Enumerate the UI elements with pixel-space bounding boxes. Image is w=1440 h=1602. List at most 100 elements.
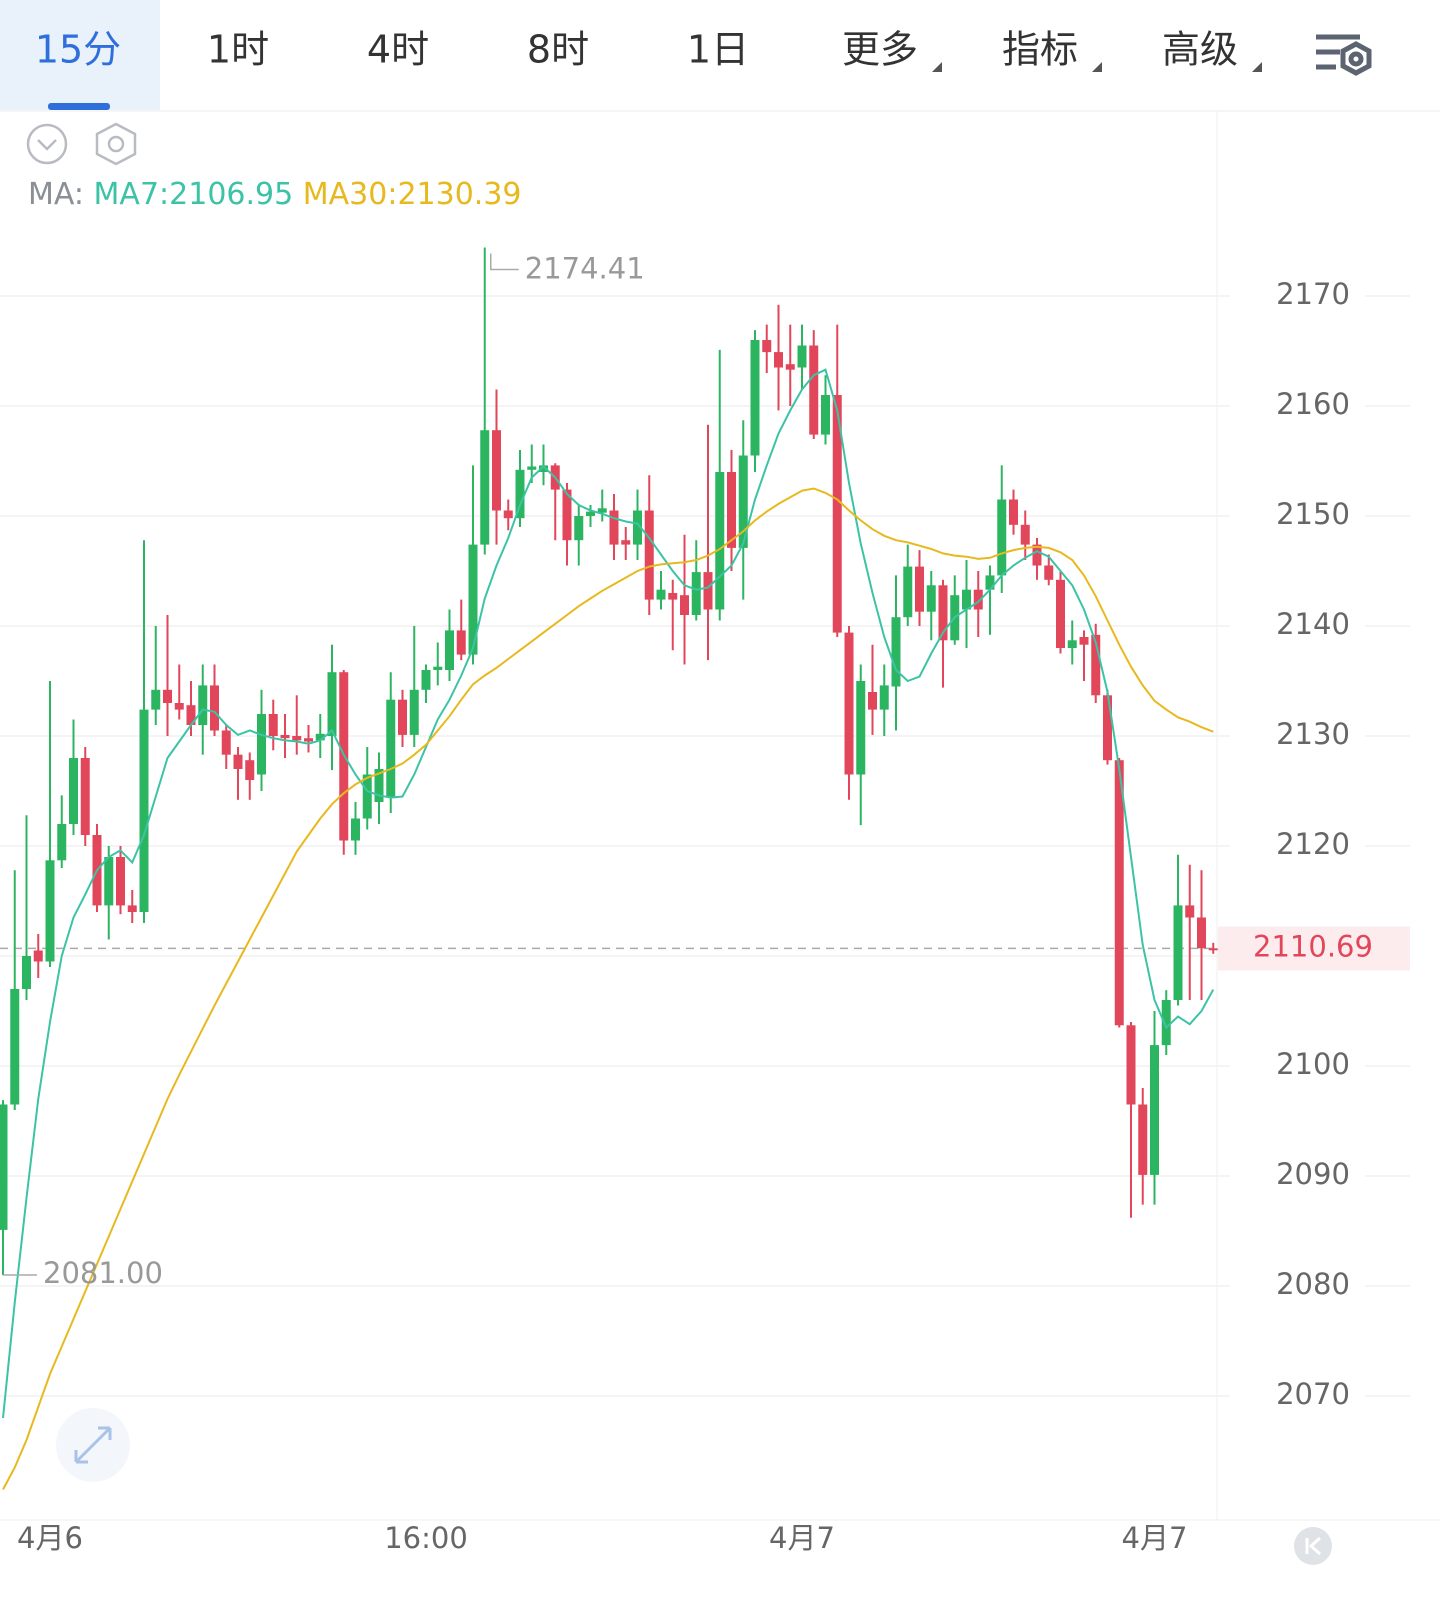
candle-body xyxy=(1079,637,1089,645)
candle-body xyxy=(374,769,384,802)
candle-body xyxy=(233,754,243,769)
candle-body xyxy=(832,395,842,633)
candle-body xyxy=(80,758,90,835)
candle-body xyxy=(1009,499,1018,525)
candle-body xyxy=(257,714,266,775)
tab[interactable]: 1日 xyxy=(687,28,749,72)
tab[interactable]: 15分 xyxy=(35,28,121,72)
candle-body xyxy=(750,340,760,456)
candle-body xyxy=(186,705,196,725)
tab[interactable]: 1时 xyxy=(207,28,269,72)
candle-body xyxy=(586,511,595,516)
y-tick-label: 2170 xyxy=(1276,277,1350,311)
candle-body xyxy=(1114,760,1124,1026)
candle-body xyxy=(139,709,149,912)
candle-body xyxy=(515,469,525,519)
candle-body xyxy=(1032,544,1042,566)
candle-body xyxy=(727,472,736,548)
candle-body xyxy=(163,689,172,703)
candle-body xyxy=(327,672,337,736)
y-tick-label: 2120 xyxy=(1276,827,1350,861)
candle-body xyxy=(433,666,443,670)
candle-body xyxy=(0,1104,8,1230)
expand-icon xyxy=(74,1426,112,1464)
candle-body xyxy=(315,733,325,741)
low-annotation: 2081.00 xyxy=(43,1256,163,1290)
candle-body xyxy=(1197,917,1206,949)
candle-body xyxy=(1138,1104,1148,1175)
candle-body xyxy=(456,630,466,655)
candle-body xyxy=(174,703,184,710)
y-tick-label: 2160 xyxy=(1276,387,1350,421)
candle-body xyxy=(574,516,584,541)
x-tick-label: 16:00 xyxy=(384,1521,468,1555)
ma-line xyxy=(2,487,1214,1490)
candle-body xyxy=(292,736,302,741)
y-tick-label: 2100 xyxy=(1276,1047,1350,1081)
candle-body xyxy=(1126,1025,1136,1105)
candle-body xyxy=(785,364,795,370)
candle-body xyxy=(821,395,830,435)
tab-dropdown-marker xyxy=(1252,62,1262,72)
candle-body xyxy=(656,589,666,600)
y-tick-label: 2150 xyxy=(1276,497,1350,531)
candle-body xyxy=(468,544,478,655)
candle-body xyxy=(151,689,161,710)
candle-body xyxy=(926,585,936,612)
candle-body xyxy=(1067,640,1077,648)
candle-body xyxy=(621,540,631,545)
candle-body xyxy=(1150,1045,1159,1175)
candle-body xyxy=(280,734,290,739)
candle-body xyxy=(10,989,20,1105)
candle-body xyxy=(1091,634,1101,696)
candle-body xyxy=(715,472,725,610)
tab[interactable]: 高级 xyxy=(1162,28,1238,72)
candle-body xyxy=(997,499,1007,576)
candle-body xyxy=(1056,579,1065,648)
settings-hex-icon[interactable] xyxy=(95,122,137,166)
tab[interactable]: 指标 xyxy=(1002,28,1078,72)
candle-body xyxy=(856,681,866,775)
candle-body xyxy=(539,465,548,472)
candle-body xyxy=(868,692,877,710)
candle-body xyxy=(962,589,971,610)
candle-body xyxy=(57,824,67,861)
candle-body xyxy=(33,950,43,962)
candle-body xyxy=(268,714,278,736)
settings-hex-dot xyxy=(107,135,125,153)
legend-entry: MA: xyxy=(28,177,84,212)
candle-body xyxy=(304,738,313,742)
y-tick-label: 2080 xyxy=(1276,1267,1350,1301)
candle-body xyxy=(210,685,219,731)
selected-tab-bg xyxy=(0,0,160,110)
candle-body xyxy=(22,956,31,989)
candle-body xyxy=(691,572,701,615)
candle-body xyxy=(562,489,572,541)
candle-body xyxy=(398,699,407,735)
tab-dropdown-marker xyxy=(1092,62,1102,72)
candle-body xyxy=(245,760,255,780)
settings-icon[interactable] xyxy=(1316,34,1372,76)
candle-body xyxy=(1020,524,1030,545)
candle-body xyxy=(445,630,454,670)
candle-body xyxy=(809,345,819,435)
candle-body xyxy=(762,340,772,353)
tab[interactable]: 更多 xyxy=(842,28,918,72)
collapse-icon[interactable] xyxy=(26,123,68,165)
y-tick-label: 2140 xyxy=(1276,607,1350,641)
y-tick-label: 2070 xyxy=(1276,1377,1350,1411)
x-tick-label: 4月7 xyxy=(769,1521,835,1555)
candle-body xyxy=(903,566,913,618)
candle-body xyxy=(668,593,678,600)
y-tick-label: 2090 xyxy=(1276,1157,1350,1191)
tab[interactable]: 4时 xyxy=(367,28,429,72)
tab[interactable]: 8时 xyxy=(527,28,589,72)
candle-body xyxy=(609,510,619,545)
candle-body xyxy=(362,774,372,819)
last-price-label: 2110.69 xyxy=(1253,929,1373,963)
candle-body xyxy=(738,455,748,548)
candle-body xyxy=(891,617,901,687)
ma-line xyxy=(2,368,1215,1419)
